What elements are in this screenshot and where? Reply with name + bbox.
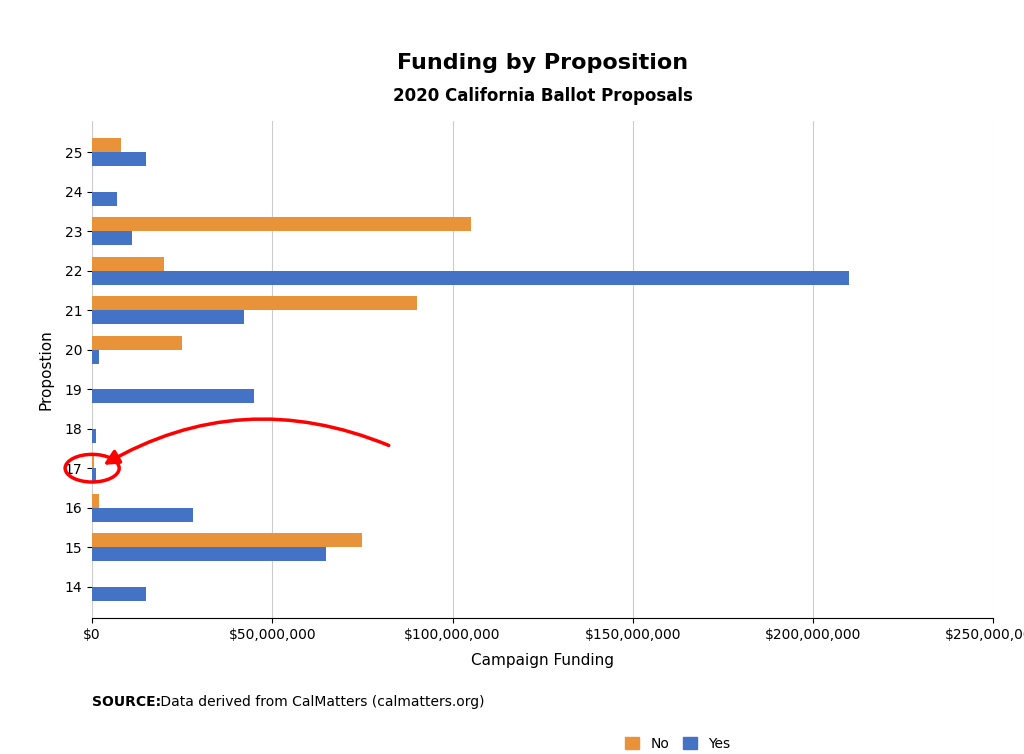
Text: Data derived from CalMatters (calmatters.org): Data derived from CalMatters (calmatters… (156, 694, 484, 709)
Bar (92, 350, 99, 363)
Bar (92, 257, 164, 271)
Bar (92, 389, 254, 403)
Bar (92, 507, 194, 522)
Legend: No, Yes: No, Yes (626, 737, 730, 751)
Bar (92, 494, 99, 507)
Y-axis label: Propostion: Propostion (39, 329, 53, 410)
Bar (92, 271, 849, 284)
Bar (92, 231, 132, 245)
Bar (92, 429, 96, 443)
Bar (92, 587, 146, 600)
Text: 2020 California Ballot Proposals: 2020 California Ballot Proposals (393, 87, 692, 105)
Bar (92, 468, 96, 482)
Bar (92, 192, 118, 206)
Bar (92, 217, 471, 231)
Bar (92, 152, 146, 166)
Bar (92, 533, 362, 547)
Bar (92, 547, 327, 561)
Bar (92, 455, 94, 468)
Text: Funding by Proposition: Funding by Proposition (397, 53, 688, 73)
Bar (92, 336, 182, 350)
X-axis label: Campaign Funding: Campaign Funding (471, 653, 614, 668)
Text: SOURCE:: SOURCE: (92, 694, 162, 709)
Bar (92, 139, 121, 152)
Bar (92, 310, 244, 324)
Bar (92, 296, 417, 310)
